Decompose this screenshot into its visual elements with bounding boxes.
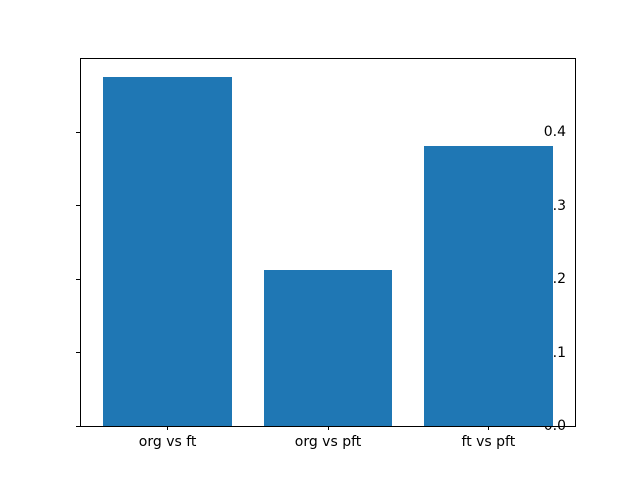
y-tick-mark — [76, 425, 80, 427]
y-tick-label: 0.4 — [543, 124, 566, 141]
y-tick-mark — [76, 131, 80, 133]
y-tick-mark — [76, 278, 80, 280]
x-tick-label: ft vs pft — [461, 434, 516, 450]
x-tick-label: org vs ft — [138, 434, 197, 450]
bar-org-vs-ft — [103, 76, 232, 426]
x-tick-mark — [487, 426, 489, 430]
plot-area: 0.0 0.1 0.2 0.3 0.4 org vs ft org vs pft ft vs … — [76, 58, 576, 450]
bar-org-vs-pft — [263, 270, 393, 426]
y-tick-mark — [76, 205, 80, 207]
x-tick-mark — [327, 426, 329, 430]
y-tick-mark — [76, 352, 80, 354]
bar-ft-vs-pft — [424, 145, 553, 426]
x-tick-label: org vs pft — [294, 434, 362, 450]
x-tick-mark — [167, 426, 169, 430]
